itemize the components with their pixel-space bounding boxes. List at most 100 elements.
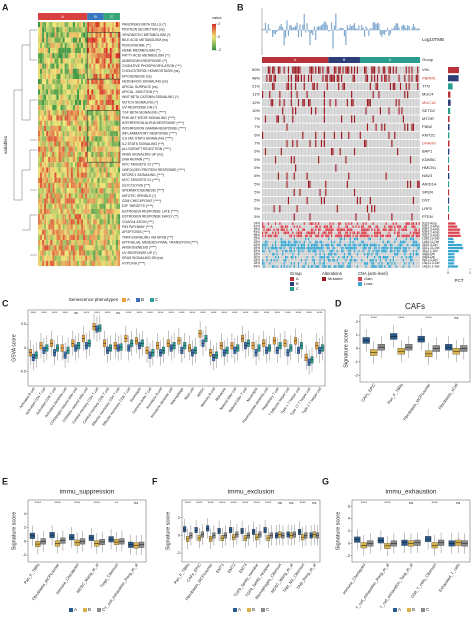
matrix-cell	[316, 237, 318, 241]
cna-cell	[394, 228, 396, 232]
mutation-cell	[343, 82, 346, 91]
matrix-cell	[293, 139, 295, 148]
matrix-cell	[276, 99, 278, 107]
heatmap-cell	[70, 120, 73, 126]
heatmap-cell	[60, 125, 63, 132]
heatmap-cell	[93, 110, 96, 116]
heatmap-cell	[76, 94, 80, 100]
matrix-cell	[312, 237, 314, 241]
heatmap-cell	[68, 214, 71, 220]
heatmap-cell	[97, 68, 100, 74]
heatmap-cell	[103, 162, 106, 168]
matrix-cell	[333, 172, 336, 180]
matrix-cell	[262, 172, 264, 180]
matrix-cell	[397, 156, 399, 164]
heatmap-cell	[93, 63, 96, 69]
matrix-cell	[273, 237, 275, 241]
tmb-bar	[345, 30, 347, 46]
matrix-cell	[270, 107, 272, 115]
matrix-cell	[290, 131, 292, 140]
matrix-cell	[322, 164, 324, 172]
matrix-cell	[296, 82, 298, 91]
heatmap-cell	[52, 125, 55, 132]
matrix-cell	[290, 222, 293, 225]
matrix-cell	[346, 237, 349, 241]
matrix-cell	[345, 90, 347, 99]
gene-label: NAV3	[422, 173, 433, 178]
mutation-cell	[348, 172, 350, 180]
heatmap-cell	[38, 89, 41, 95]
heatmap-cell	[105, 141, 108, 147]
matrix-cell	[412, 172, 415, 180]
matrix-cell	[262, 74, 264, 82]
heatmap-cell	[93, 188, 96, 194]
heatmap-cell	[97, 125, 100, 132]
cna-cell	[362, 222, 364, 225]
heatmap-cell	[66, 229, 69, 235]
heatmap-cell	[109, 182, 112, 189]
cna-cell	[366, 228, 369, 232]
matrix-cell	[412, 90, 415, 99]
heatmap-cell	[70, 172, 73, 178]
heatmap-cell	[103, 146, 106, 152]
matrix-cell	[333, 90, 336, 99]
tmb-bar	[290, 25, 292, 31]
matrix-cell	[332, 115, 334, 123]
matrix-cell	[284, 147, 287, 156]
matrix-cell	[283, 213, 285, 221]
heatmap-cell	[91, 156, 94, 163]
pct-bar	[448, 83, 453, 90]
cna-cell	[352, 231, 354, 235]
matrix-cell	[399, 213, 402, 221]
heatmap-cell	[109, 27, 112, 33]
heatmap-cell	[105, 63, 108, 69]
matrix-cell	[283, 90, 285, 99]
heatmap-cell	[46, 141, 49, 147]
matrix-cell	[382, 172, 384, 180]
cna-cell	[384, 228, 386, 232]
matrix-cell	[415, 205, 417, 213]
matrix-cell	[392, 74, 394, 82]
mutation-cell	[397, 147, 399, 156]
tmb-bar	[310, 30, 312, 34]
pct-label: 5%	[254, 206, 260, 211]
pct-bar	[448, 91, 451, 98]
mutation-cell	[320, 196, 323, 205]
matrix-cell	[276, 139, 278, 148]
heatmap-row-label: FATTY ACID METABOLISM (**)	[122, 54, 170, 58]
panel-letter: C	[2, 298, 9, 308]
matrix-cell	[346, 147, 348, 156]
matrix-cell	[341, 90, 343, 99]
mutation-cell	[306, 172, 308, 180]
matrix-cell	[322, 240, 324, 244]
cna-cell	[404, 225, 406, 229]
mutation-cell	[384, 66, 386, 74]
matrix-cell	[266, 123, 268, 131]
matrix-cell	[401, 225, 403, 229]
heatmap-cell	[87, 37, 90, 43]
matrix-cell	[372, 139, 374, 148]
heatmap-cell	[74, 53, 77, 59]
matrix-cell	[289, 90, 291, 99]
heatmap-cell	[62, 58, 65, 64]
matrix-cell	[401, 90, 403, 99]
matrix-cell	[342, 225, 344, 229]
matrix-cell	[365, 123, 367, 131]
matrix-cell	[299, 99, 301, 107]
heatmap-cell	[83, 84, 86, 90]
heatmap-cell	[115, 115, 118, 121]
cna-cell	[365, 234, 367, 238]
matrix-cell	[328, 196, 330, 205]
matrix-cell	[385, 66, 387, 74]
matrix-cell	[282, 82, 284, 91]
heatmap-cell	[115, 105, 118, 111]
matrix-cell	[293, 90, 295, 99]
cna-cell	[330, 240, 333, 244]
heatmap-cell	[42, 219, 45, 225]
mutation-cell	[293, 213, 295, 221]
matrix-cell	[352, 237, 354, 241]
heatmap-cell	[87, 125, 90, 132]
matrix-cell	[287, 123, 290, 131]
matrix-cell	[330, 196, 333, 205]
heatmap-cell	[64, 240, 67, 246]
